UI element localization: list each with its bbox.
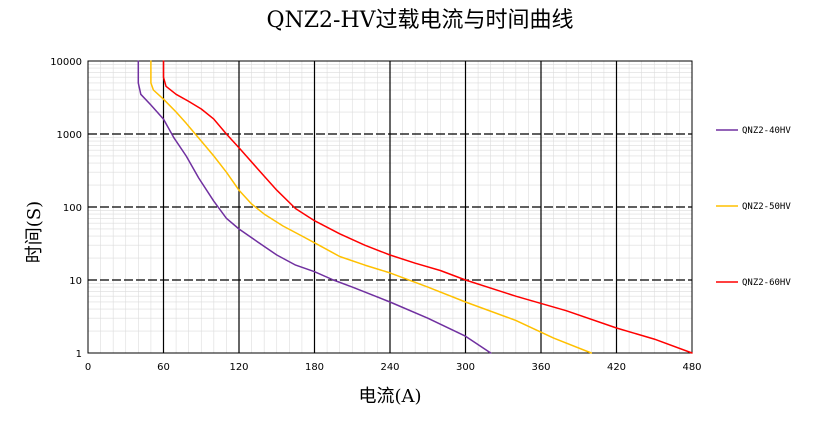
plot-frame (87, 60, 693, 354)
legend-label: QNZ2-50HV (742, 202, 791, 212)
series-line-qnz2-60hv (162, 60, 693, 354)
x-tick-label: 480 (682, 362, 701, 373)
x-tick-label: 300 (456, 362, 475, 373)
x-tick-label: 180 (305, 362, 324, 373)
legend-label: QNZ2-60HV (742, 278, 791, 288)
x-tick-label: 120 (229, 362, 248, 373)
x-tick-label: 240 (380, 362, 399, 373)
series-line-qnz2-40hv (137, 60, 492, 354)
x-tick-label: 60 (157, 362, 170, 373)
y-tick-label: 1 (76, 349, 82, 360)
major-grid (88, 61, 692, 353)
y-tick-label: 10000 (50, 57, 82, 68)
y-tick-label: 100 (63, 203, 82, 214)
series-lines (137, 60, 693, 354)
legend-label: QNZ2-40HV (742, 126, 791, 136)
y-tick-label: 10 (69, 276, 82, 287)
x-tick-label: 420 (607, 362, 626, 373)
series-line-qnz2-50hv (150, 60, 593, 354)
y-axis-title: 时间(S) (24, 201, 45, 263)
y-axis-ticks: 1 10 100 1000 10000 (50, 57, 82, 360)
legend: QNZ2-40HV QNZ2-50HV QNZ2-60HV (716, 126, 791, 288)
x-axis-title: 电流(A) (358, 386, 421, 407)
x-tick-label: 0 (85, 362, 91, 373)
x-tick-label: 360 (531, 362, 550, 373)
y-tick-label: 1000 (57, 130, 82, 141)
x-axis-ticks: 0 60 120 180 240 300 360 420 480 (85, 362, 702, 373)
chart-title: QNZ2-HV过载电流与时间曲线 (266, 8, 573, 33)
